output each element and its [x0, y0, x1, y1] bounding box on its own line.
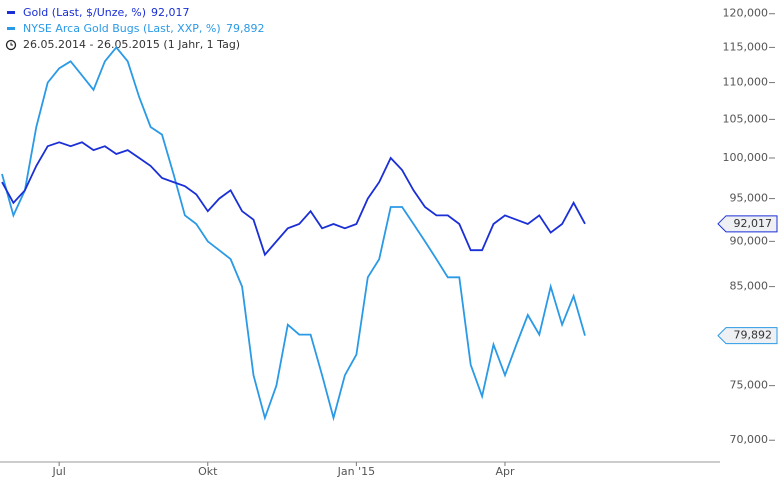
y-tick-label: 100,000 — [723, 151, 769, 164]
legend: Gold (Last, $/Unze, %) 92,017 NYSE Arca … — [5, 6, 265, 51]
y-tick-label: 75,000 — [730, 379, 769, 392]
legend-value: 79,892 — [226, 22, 265, 35]
y-tick-label: 70,000 — [730, 433, 769, 446]
series-line — [1, 45, 586, 422]
last-value-box — [717, 215, 778, 233]
y-tick-label: 120,000 — [723, 7, 769, 20]
y-tick-label: 110,000 — [723, 76, 769, 89]
x-tick-label: Jan '15 — [337, 465, 375, 478]
legend-label: Gold (Last, $/Unze, %) — [23, 6, 146, 19]
y-tick-label: 90,000 — [730, 234, 769, 247]
y-tick-label: 95,000 — [730, 192, 769, 205]
y-tick-label: 105,000 — [723, 112, 769, 125]
last-value-label: 92,017 — [734, 217, 773, 230]
legend-swatch — [7, 11, 15, 14]
x-tick-label: Apr — [495, 465, 515, 478]
series-line — [1, 141, 586, 257]
legend-swatch — [7, 27, 15, 30]
legend-value: 92,017 — [151, 6, 190, 19]
date-range: 26.05.2014 - 26.05.2015 (1 Jahr, 1 Tag) — [23, 38, 240, 51]
clock-icon — [5, 39, 17, 51]
y-tick-label: 85,000 — [730, 280, 769, 293]
x-tick-label: Okt — [198, 465, 218, 478]
x-tick-label: Jul — [52, 465, 66, 478]
legend-label: NYSE Arca Gold Bugs (Last, XXP, %) — [23, 22, 221, 35]
y-tick-label: 115,000 — [723, 40, 769, 53]
last-value-box — [717, 327, 778, 345]
last-value-label: 79,892 — [734, 329, 773, 342]
clock-hand — [10, 42, 13, 46]
